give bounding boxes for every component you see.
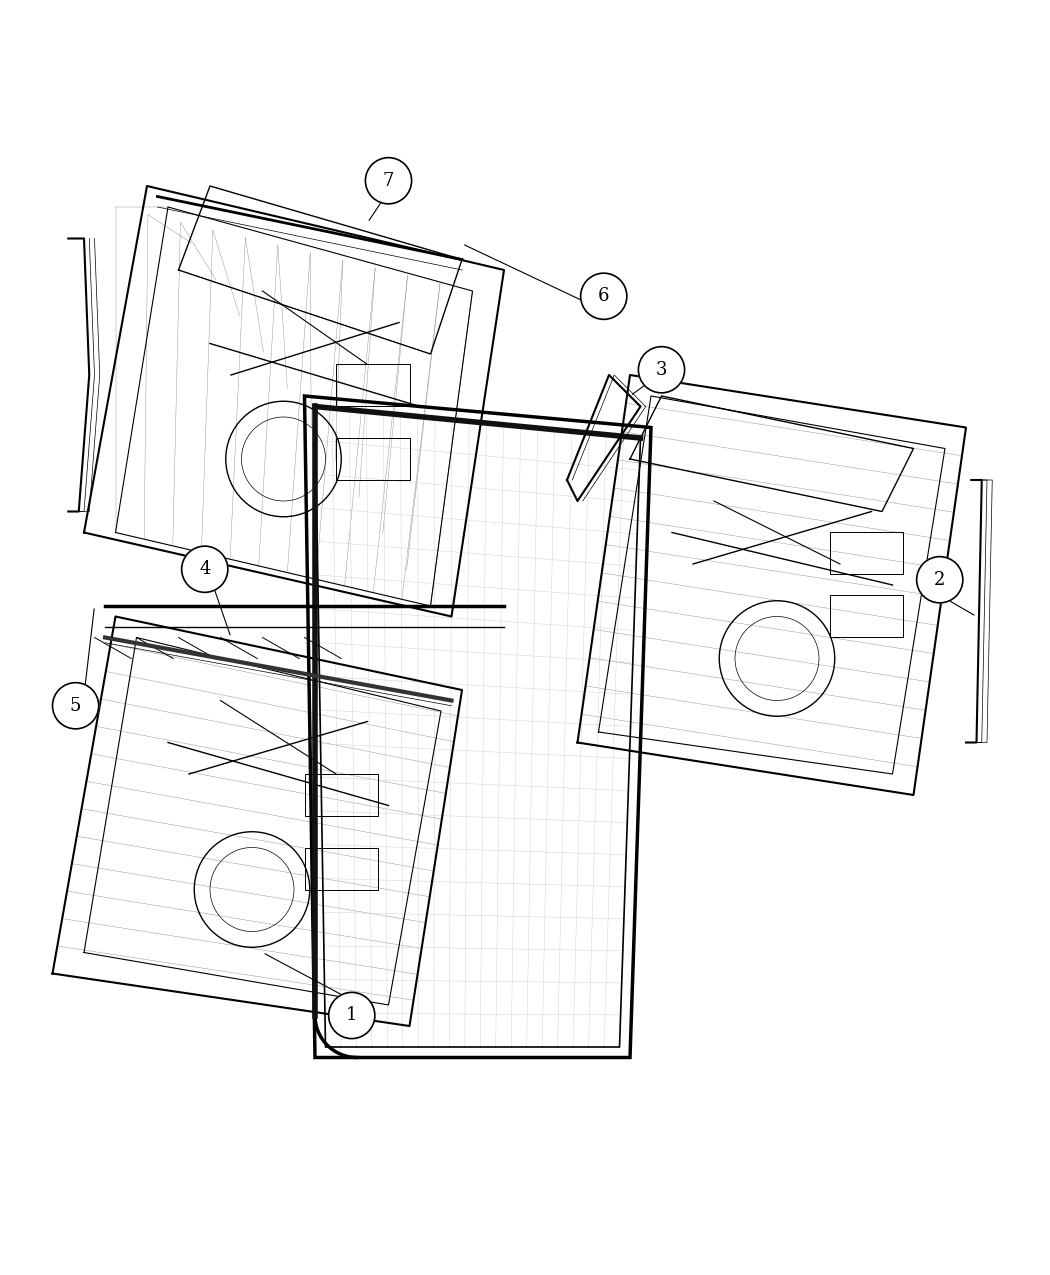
Text: 7: 7 — [383, 172, 394, 190]
Text: 6: 6 — [598, 287, 609, 305]
Circle shape — [329, 992, 375, 1039]
Bar — [304, 774, 378, 816]
Bar — [336, 365, 410, 407]
Text: 2: 2 — [934, 571, 945, 589]
Bar — [336, 439, 410, 479]
Text: 3: 3 — [656, 361, 667, 379]
Bar — [304, 848, 378, 890]
Bar — [830, 533, 903, 575]
Text: 5: 5 — [70, 696, 81, 715]
Circle shape — [581, 273, 627, 319]
Bar — [830, 595, 903, 638]
Circle shape — [638, 347, 685, 393]
Text: 4: 4 — [200, 560, 210, 579]
Circle shape — [52, 682, 99, 729]
Circle shape — [917, 557, 963, 603]
Text: 1: 1 — [346, 1006, 357, 1025]
Circle shape — [365, 158, 412, 204]
Circle shape — [182, 546, 228, 593]
